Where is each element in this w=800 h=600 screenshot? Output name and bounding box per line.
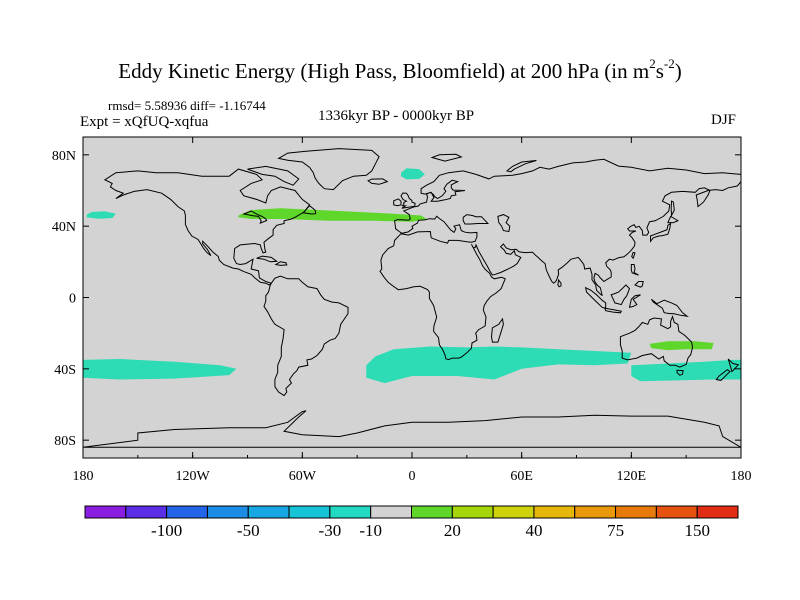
colorbar-label-3: -10 (359, 521, 382, 540)
colorbar-swatch-8 (411, 505, 453, 519)
stats-text: rmsd= 5.58936 diff= -1.16744 (108, 98, 266, 113)
coastline-mindanao (634, 281, 644, 288)
colorbar-swatch-9 (451, 505, 494, 519)
coastline-ireland (393, 198, 402, 207)
coastline-eurasia (379, 158, 741, 361)
colorbar-swatch-15 (696, 505, 739, 519)
coastline-australia (619, 315, 694, 368)
period-label: 1336kyr BP - 0000kyr BP (318, 108, 475, 124)
y-tick-label-0: 80N (52, 149, 76, 164)
x-tick-label-3: 0 (409, 469, 416, 484)
colorbar-swatch-6 (329, 505, 372, 519)
coastline-svalbard (430, 153, 463, 162)
coastline-newfoundland (302, 205, 317, 215)
y-tick-label-4: 80S (54, 434, 76, 449)
y-tick-label-2: 0 (69, 292, 76, 307)
colorbar-label-6: 75 (607, 521, 624, 540)
coastline-great-britain (400, 192, 416, 209)
colorbar-swatch-12 (574, 505, 617, 519)
colorbar-swatch-14 (655, 505, 698, 519)
chart-title: Eddy Kinetic Energy (High Pass, Bloomfie… (0, 56, 800, 84)
colorbar-swatch-5 (288, 505, 331, 519)
colorbar: -100 -50 -30 -10 20 40 75 150 (84, 505, 739, 540)
colorbar-swatch-10 (492, 505, 535, 519)
coastline-new-zealand-north (727, 358, 740, 373)
coastline-new-zealand-south (715, 369, 731, 381)
title-superscript-2: 2 (649, 56, 656, 71)
coastline-hokkaido (667, 215, 679, 224)
coastline-south-america (263, 275, 349, 397)
colorbar-label-7: 150 (684, 521, 710, 540)
coastline-madagascar (490, 317, 504, 343)
title-text: Eddy Kinetic Energy (High Pass, Bloomfie… (118, 59, 650, 83)
x-tick-label-2: 60W (289, 469, 317, 484)
colorbar-swatch-13 (615, 505, 657, 519)
coastline-borneo (610, 284, 631, 306)
coastline-iceland (367, 178, 389, 185)
field-greenland-sea-patch (401, 168, 425, 180)
title-superscript-minus2: -2 (663, 56, 675, 71)
field-north-pacific-patch (86, 211, 116, 219)
field-layer (83, 168, 741, 384)
coastline-java (604, 307, 623, 314)
field-south-pacific-band (83, 359, 237, 380)
colorbar-label-4: 20 (444, 521, 461, 540)
x-tick-label-5: 120E (617, 469, 647, 484)
coastline-cuba (256, 255, 279, 263)
field-australia-band (649, 341, 714, 351)
colorbar-swatch-2 (166, 505, 208, 519)
coastline-hispaniola (274, 261, 288, 266)
experiment-label: Expt = xQfUQ-xqfua (80, 114, 209, 130)
colorbar-swatch-3 (206, 505, 249, 519)
coastline-great-lakes (242, 210, 268, 225)
colorbar-swatch-11 (533, 505, 576, 519)
coastline-antarctica (83, 410, 741, 448)
coastline-japan (650, 222, 672, 243)
map-background (83, 137, 741, 458)
x-tick-label-4: 60E (510, 469, 533, 484)
colorbar-label-5: 40 (525, 521, 542, 540)
title-close-paren: ) (674, 59, 682, 83)
coastline-sulawesi (628, 294, 641, 308)
colorbar-swatch-0 (84, 505, 127, 519)
coastline-new-guinea (650, 298, 689, 317)
coastline-luzon (630, 264, 639, 276)
y-tick-label-1: 40N (52, 220, 76, 235)
colorbar-swatch-4 (247, 505, 290, 519)
x-tick-label-6: 180 (731, 469, 752, 484)
coastline-north-america (103, 168, 311, 286)
coastline-sakhalin (670, 200, 675, 218)
coastline-greenland (277, 148, 380, 191)
colorbar-swatch-1 (125, 505, 168, 519)
coastline-caspian-sea (497, 214, 511, 233)
y-tick-label-3: 40S (54, 363, 76, 378)
map-body: 180 120W 60W 0 60E 120E 180 80N 40N 0 40S 80S (52, 136, 752, 484)
title-unit-s: s (655, 59, 664, 83)
coastline-baffin-island (247, 165, 300, 186)
coastline-sri-lanka (557, 278, 562, 288)
colorbar-label-0: -100 (151, 521, 182, 540)
coastline-taiwan (631, 251, 636, 260)
field-north-atlantic-storm-track (238, 208, 427, 222)
field-southwest-pacific-band (631, 359, 741, 382)
x-tick-label-0: 180 (73, 469, 94, 484)
coastline-tasmania (676, 369, 684, 376)
colorbar-label-1: -50 (237, 521, 260, 540)
coastline-black-sea (462, 214, 490, 225)
field-south-atlantic-indian-band (366, 346, 632, 384)
colorbar-label-2: -30 (319, 521, 342, 540)
colorbar-swatch-7 (370, 505, 412, 519)
coast-layer (83, 148, 741, 448)
x-tick-label-1: 120W (176, 469, 211, 484)
season-label: DJF (711, 112, 737, 128)
coastline-novaya-zemlya (505, 160, 537, 173)
